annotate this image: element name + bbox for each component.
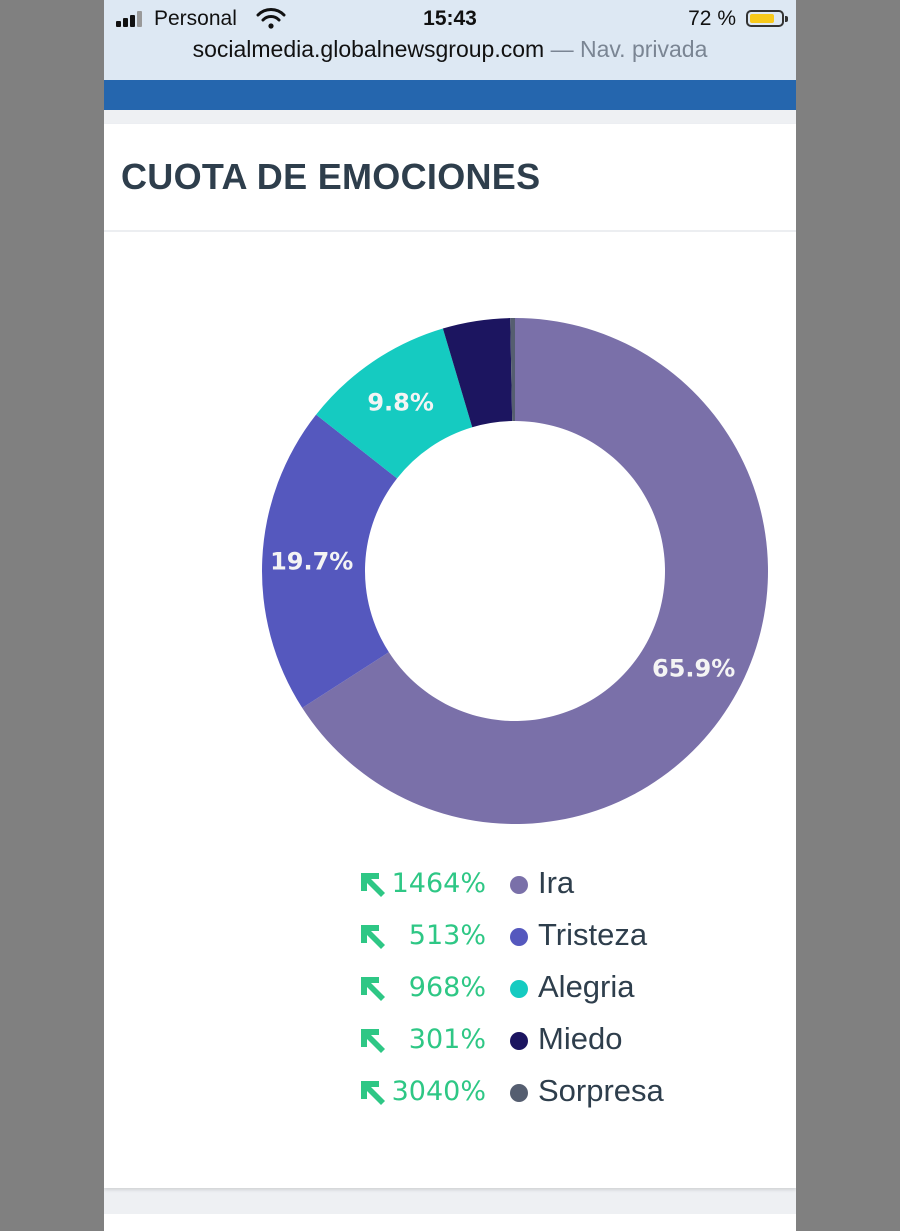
arrow-up-left-icon [361, 873, 385, 897]
arrow-up-left-icon [361, 925, 385, 949]
legend-item-sorpresa[interactable]: 3040% Sorpresa [358, 1072, 758, 1124]
legend-change-value: 301% [408, 1024, 486, 1055]
slice-label-ira: 65.9% [652, 654, 735, 682]
donut-slice-sorpresa[interactable] [510, 318, 515, 422]
legend-label: Tristeza [538, 917, 648, 952]
donut-slice-ira[interactable] [302, 318, 768, 824]
legend-color-dot [510, 980, 528, 998]
legend-color-dot [510, 928, 528, 946]
slice-label-tristeza: 19.7% [270, 547, 353, 575]
url-text: socialmedia.globalnewsgroup.com [192, 36, 545, 62]
legend-item-ira[interactable]: 1464% Ira [358, 864, 758, 916]
browser-bar: Personal 15:43 72 % socialmedia.globalne… [104, 0, 796, 81]
private-mode-label: — Nav. privada [550, 36, 708, 62]
legend-change-value: 3040% [391, 1076, 486, 1107]
donut-slice-tristeza[interactable] [261, 414, 398, 708]
card-divider [104, 230, 796, 232]
legend-item-tristeza[interactable]: 513% Tristeza [358, 916, 758, 968]
legend-color-dot [510, 876, 528, 894]
emotions-card: CUOTA DE EMOCIONES 65.9% 19.7% 9.8% 1464% I… [104, 124, 796, 1188]
page-header-band [104, 80, 796, 110]
battery-percent: 72 % [688, 7, 736, 30]
chart-legend: 1464% Ira 513% Tristeza 968% Alegria 301% Miedo… [358, 864, 758, 1124]
next-card [104, 1214, 796, 1231]
carrier-name: Personal [154, 7, 237, 30]
arrow-up-left-icon [361, 977, 385, 1001]
arrow-up-left-icon [361, 1029, 385, 1053]
legend-change-value: 513% [408, 920, 486, 951]
address-bar[interactable]: socialmedia.globalnewsgroup.com — Nav. p… [104, 36, 796, 63]
status-time: 15:43 [423, 7, 477, 30]
signal-icon [116, 11, 146, 27]
emotions-donut-chart: 65.9% 19.7% 9.8% [261, 318, 768, 824]
card-title: CUOTA DE EMOCIONES [121, 156, 541, 197]
legend-label: Miedo [538, 1021, 623, 1056]
battery-icon [746, 10, 788, 27]
legend-label: Alegria [538, 969, 635, 1004]
legend-color-dot [510, 1032, 528, 1050]
legend-item-alegria[interactable]: 968% Alegria [358, 968, 758, 1020]
status-bar: Personal 15:43 72 % [104, 5, 796, 33]
legend-color-dot [510, 1084, 528, 1102]
legend-label: Sorpresa [538, 1073, 664, 1108]
legend-item-miedo[interactable]: 301% Miedo [358, 1020, 758, 1072]
arrow-up-left-icon [361, 1081, 385, 1105]
legend-change-value: 1464% [391, 868, 486, 899]
wifi-icon [256, 8, 286, 29]
legend-label: Ira [538, 865, 575, 900]
donut-slice-alegria[interactable] [316, 328, 473, 479]
donut-slice-miedo[interactable] [442, 318, 513, 428]
phone-screen: Personal 15:43 72 % socialmedia.globalne… [104, 0, 796, 1231]
legend-change-value: 968% [408, 972, 486, 1003]
slice-label-alegria: 9.8% [367, 389, 434, 417]
